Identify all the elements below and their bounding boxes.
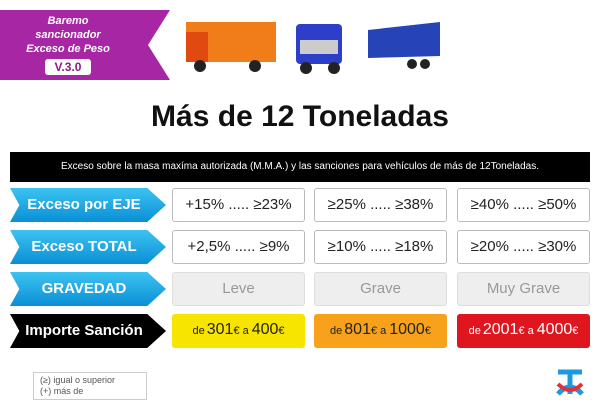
badge-line: Baremo sancionador: [35, 15, 101, 41]
title: Más de 12 Toneladas: [151, 100, 449, 133]
badge: Baremo sancionador Exceso de Peso V.3.0: [14, 14, 122, 75]
amount: 801: [344, 321, 371, 338]
fine-text: €: [370, 325, 378, 337]
amount: 301: [206, 321, 234, 338]
note-line: (≥) igual o superior: [40, 375, 115, 385]
fine-cell: de 301€ a 400€: [172, 314, 305, 348]
cell: ≥20% ..... ≥30%: [457, 230, 590, 264]
row-label: Exceso por EJE: [10, 188, 166, 222]
fine-text: €: [518, 325, 525, 337]
fine-text: €: [233, 325, 240, 337]
cell: Muy Grave: [457, 272, 590, 306]
trailer: [368, 22, 440, 58]
fine-text: a: [380, 325, 387, 337]
row-label: Exceso TOTAL: [10, 230, 166, 264]
cell: +2,5% ..... ≥9%: [172, 230, 305, 264]
fine-cell: de 2001€ a 4000€: [457, 314, 590, 348]
note-line: (+) más de: [40, 386, 84, 396]
amount: 1000: [389, 321, 425, 338]
amount: 4000: [536, 321, 573, 338]
badge-line: Exceso de Peso: [26, 43, 110, 55]
amount: 400: [251, 321, 279, 338]
truck-cab: [186, 32, 208, 62]
row-label: GRAVEDAD: [10, 272, 166, 306]
fine-text: a: [527, 325, 534, 337]
fine-text: €: [278, 325, 285, 337]
badge-bg: [0, 10, 170, 80]
fine-text: a: [242, 325, 249, 337]
footnote: (≥) igual o superior (+) más de: [33, 372, 147, 400]
fine-text: de: [330, 325, 343, 337]
row-label: Importe Sanción: [10, 314, 166, 348]
banner: Exceso sobre la masa maxíma autorizada (…: [10, 152, 590, 182]
fine-cell: de 801€ a 1000€: [314, 314, 447, 348]
cell: ≥10% ..... ≥18%: [314, 230, 447, 264]
amount: 2001: [482, 321, 519, 338]
header-art: [0, 10, 440, 80]
version: V.3.0: [44, 59, 92, 75]
cell: ≥25% ..... ≥38%: [314, 188, 447, 222]
logo: [556, 369, 584, 396]
cell: +15% ..... ≥23%: [172, 188, 305, 222]
cell: Leve: [172, 272, 305, 306]
fine-text: €: [572, 325, 579, 337]
cell: ≥40% ..... ≥50%: [457, 188, 590, 222]
cell: Grave: [314, 272, 447, 306]
fine-text: €: [424, 325, 431, 337]
fine-text: de: [192, 325, 205, 337]
fine-text: de: [468, 325, 481, 337]
